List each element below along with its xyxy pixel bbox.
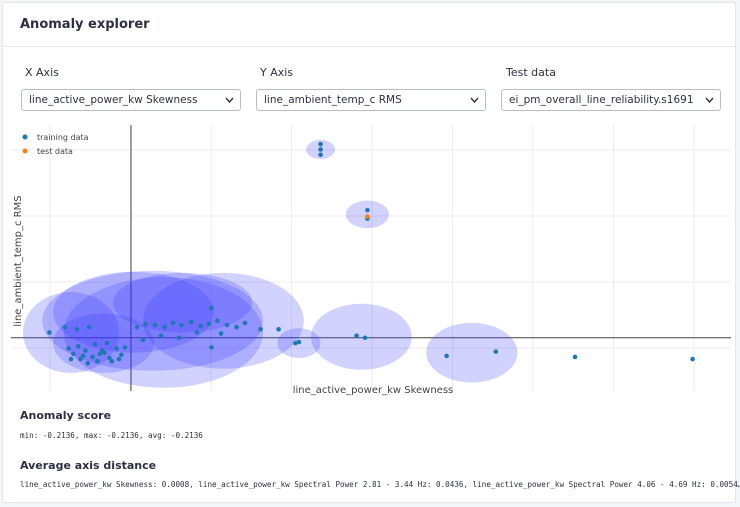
data-point bbox=[119, 352, 124, 358]
data-point bbox=[71, 351, 76, 357]
data-point bbox=[47, 330, 52, 335]
control-label: X Axis bbox=[25, 66, 59, 79]
data-point bbox=[78, 356, 83, 362]
control-label: Y Axis bbox=[260, 66, 294, 79]
data-point bbox=[122, 345, 128, 350]
cluster bbox=[42, 270, 263, 371]
cluster bbox=[311, 303, 412, 370]
data-point bbox=[162, 324, 167, 330]
chevron bbox=[470, 97, 479, 103]
legend-marker bbox=[22, 134, 28, 140]
data-point bbox=[258, 326, 263, 332]
data-point bbox=[104, 340, 110, 346]
data-point bbox=[152, 322, 158, 328]
data-point bbox=[92, 341, 98, 347]
data-point bbox=[75, 344, 81, 349]
data-point bbox=[318, 141, 323, 147]
data-point bbox=[99, 348, 105, 353]
data-point bbox=[80, 353, 86, 359]
data-point bbox=[194, 330, 200, 335]
cluster bbox=[23, 292, 119, 373]
chevron bbox=[705, 97, 714, 103]
divider bbox=[3, 46, 735, 47]
x-axis-label: line_active_power_kw Skewness bbox=[293, 385, 454, 396]
section-title: Average axis distance bbox=[20, 459, 157, 472]
data-point bbox=[242, 320, 248, 326]
cluster bbox=[53, 271, 214, 353]
data-point bbox=[362, 335, 368, 341]
chevron bbox=[225, 97, 234, 103]
data-point bbox=[690, 356, 695, 362]
axis-distance-text: line_active_power_kw Skewness: 0.0008, l… bbox=[20, 480, 740, 489]
data-point bbox=[90, 354, 95, 360]
data-point bbox=[66, 346, 71, 351]
data-point bbox=[143, 321, 148, 327]
data-point bbox=[444, 353, 449, 359]
data-point bbox=[365, 214, 370, 219]
cluster bbox=[113, 272, 253, 333]
data-point bbox=[176, 335, 182, 341]
legend-marker bbox=[22, 148, 28, 154]
data-point bbox=[114, 346, 119, 351]
data-point bbox=[365, 207, 370, 213]
data-point bbox=[83, 348, 88, 353]
data-point bbox=[74, 326, 80, 332]
legend-label: test data bbox=[37, 147, 73, 156]
data-point bbox=[134, 324, 140, 330]
anomaly-score-text: min: -0.2136, max: -0.2136, avg: -0.2136 bbox=[20, 431, 203, 440]
data-point bbox=[140, 337, 146, 343]
y-axis-label: line_ambient_temp_c RMS bbox=[13, 195, 24, 326]
data-point bbox=[158, 333, 164, 338]
section-title: Anomaly score bbox=[20, 409, 112, 422]
data-point bbox=[188, 319, 194, 325]
cluster bbox=[143, 272, 304, 369]
data-point bbox=[198, 323, 203, 329]
card-title: Anomaly explorer bbox=[20, 17, 150, 32]
data-point bbox=[95, 358, 100, 364]
y-axis-select[interactable]: line_ambient_temp_c RMS bbox=[256, 89, 486, 111]
data-point bbox=[179, 322, 184, 328]
data-point bbox=[293, 340, 298, 346]
data-point bbox=[170, 320, 176, 326]
x-axis-select[interactable]: line_active_power_kw Skewness bbox=[21, 89, 241, 111]
data-point bbox=[86, 324, 92, 330]
data-point bbox=[109, 358, 115, 364]
scatter-plot: training data test data line_active_power_… bbox=[11, 125, 731, 396]
data-point bbox=[209, 305, 214, 311]
select-value: line_active_power_kw Skewness bbox=[29, 94, 198, 106]
data-point bbox=[215, 318, 220, 324]
legend-label: training data bbox=[37, 133, 89, 142]
data-point bbox=[276, 326, 281, 332]
data-point bbox=[116, 356, 122, 362]
data-point bbox=[107, 355, 112, 361]
data-point bbox=[206, 321, 212, 327]
cluster bbox=[426, 322, 518, 383]
data-point bbox=[218, 331, 224, 336]
data-point bbox=[493, 349, 499, 354]
data-point bbox=[209, 345, 214, 350]
select-value: line_ambient_temp_c RMS bbox=[264, 94, 402, 106]
data-point bbox=[572, 354, 578, 360]
data-point bbox=[234, 324, 239, 330]
select-value: ei_pm_overall_line_reliability.s1691 bbox=[509, 94, 694, 106]
control-label: Test data bbox=[506, 66, 556, 79]
data-point bbox=[296, 339, 302, 345]
data-point bbox=[318, 152, 323, 158]
test-data-select[interactable]: ei_pm_overall_line_reliability.s1691 bbox=[501, 89, 721, 111]
data-point bbox=[85, 361, 91, 366]
data-point bbox=[68, 356, 74, 362]
data-point bbox=[354, 333, 359, 338]
data-point bbox=[62, 324, 68, 330]
data-point bbox=[318, 147, 323, 152]
data-point bbox=[97, 351, 103, 357]
data-point bbox=[224, 322, 230, 328]
